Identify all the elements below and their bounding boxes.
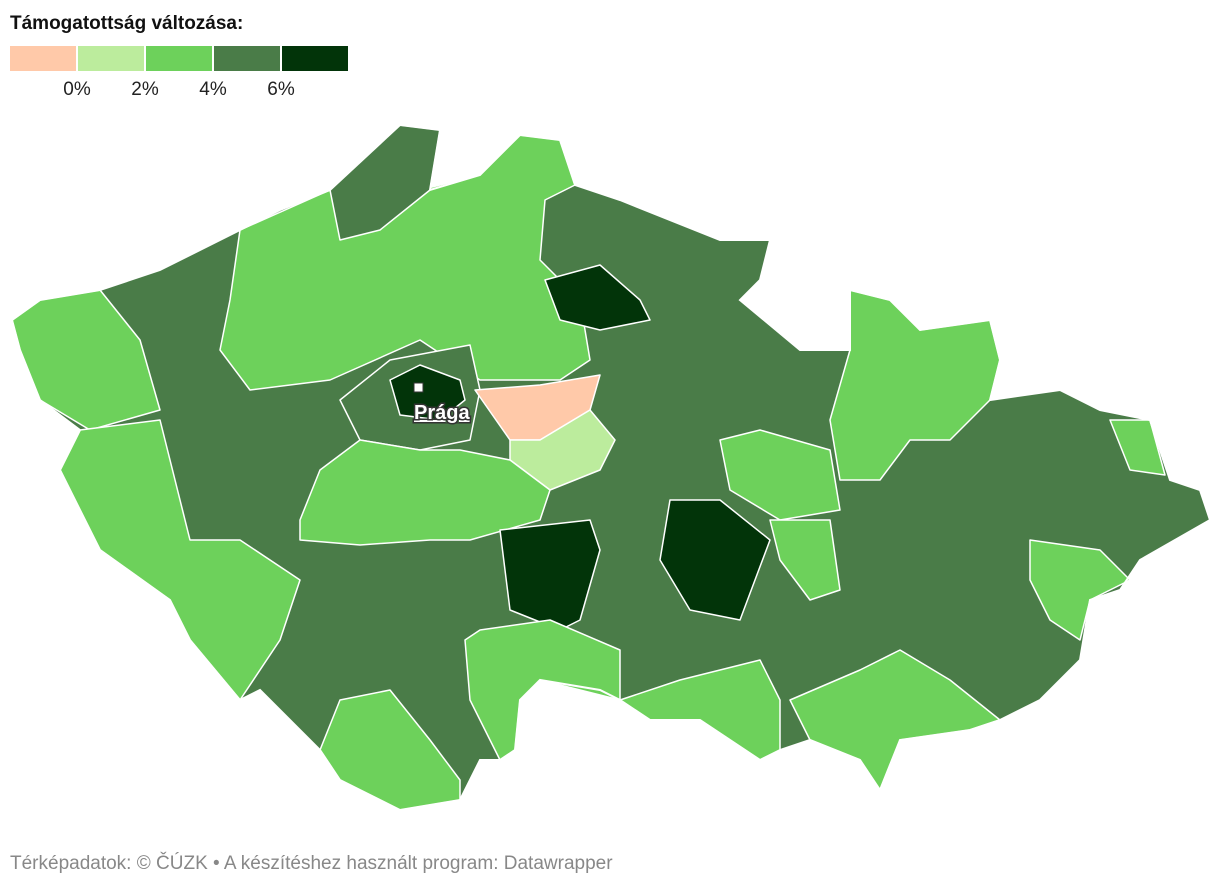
legend-tick-label: 4% (199, 79, 227, 100)
legend: 0% 2% 4% 6% (10, 46, 348, 100)
legend-tick-label: 0% (63, 79, 91, 100)
district (1029, 539, 1131, 641)
legend-swatch (10, 46, 76, 71)
map: Prága (10, 123, 1212, 812)
city-marker (413, 382, 424, 393)
district (659, 499, 771, 621)
legend-swatch (282, 46, 348, 71)
district (299, 439, 551, 546)
district (544, 264, 651, 331)
district (1109, 419, 1166, 476)
country-border (10, 123, 1212, 812)
legend-swatch (78, 46, 144, 71)
legend-tick-label: 6% (267, 79, 295, 100)
district (769, 519, 841, 601)
district (719, 429, 841, 521)
legend-swatch (146, 46, 212, 71)
footer: Térképadatok: © ČÚZK • A készítéshez has… (10, 852, 613, 874)
district (499, 519, 601, 631)
district (389, 364, 466, 421)
country (11, 124, 1211, 811)
legend-title: Támogatottság változása: (10, 13, 243, 34)
city-label: Prága (414, 402, 470, 424)
legend-swatch (214, 46, 280, 71)
legend-tick-label: 2% (131, 79, 159, 100)
